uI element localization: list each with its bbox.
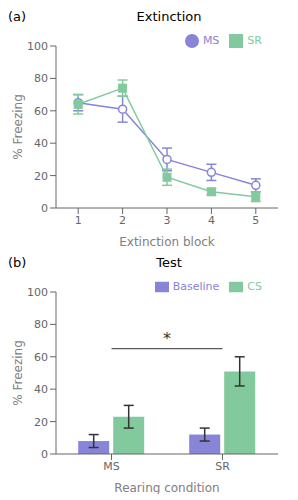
svg-text:80: 80 [34,318,48,331]
html-text:Baseline: Baseline [172,280,220,293]
svg-text:Rearing condition: Rearing condition [114,481,219,494]
svg-text:40: 40 [34,137,48,150]
svg-text:4: 4 [208,214,215,227]
html-text:Test: Test [156,255,182,270]
svg-text:5: 5 [252,214,259,227]
svg-text:% Freezing: % Freezing [11,340,25,406]
svg-text:SR: SR [215,460,230,473]
svg-text:20: 20 [34,416,48,429]
svg-text:3: 3 [164,214,171,227]
svg-text:1: 1 [75,214,82,227]
html-text:SR: SR [247,34,262,47]
svg-text:100: 100 [27,40,48,53]
svg-text:0: 0 [41,448,48,461]
html-text:Extinction: Extinction [136,9,202,24]
svg-text:Extinction block: Extinction block [119,235,215,248]
html-text:MS: MS [202,34,220,47]
svg-text:100: 100 [27,286,48,299]
svg-text:0: 0 [41,202,48,215]
svg-text:80: 80 [34,72,48,85]
html-text:(a): (a) [8,9,27,24]
svg-text:*: * [163,329,171,348]
svg-text:2: 2 [119,214,126,227]
svg-text:40: 40 [34,383,48,396]
svg-text:% Freezing: % Freezing [11,94,25,160]
svg-text:60: 60 [34,351,48,364]
svg-text:60: 60 [34,105,48,118]
html-text:CS: CS [247,280,262,293]
html-text:(b): (b) [8,255,27,270]
svg-text:MS: MS [103,460,119,473]
svg-text:20: 20 [34,170,48,183]
